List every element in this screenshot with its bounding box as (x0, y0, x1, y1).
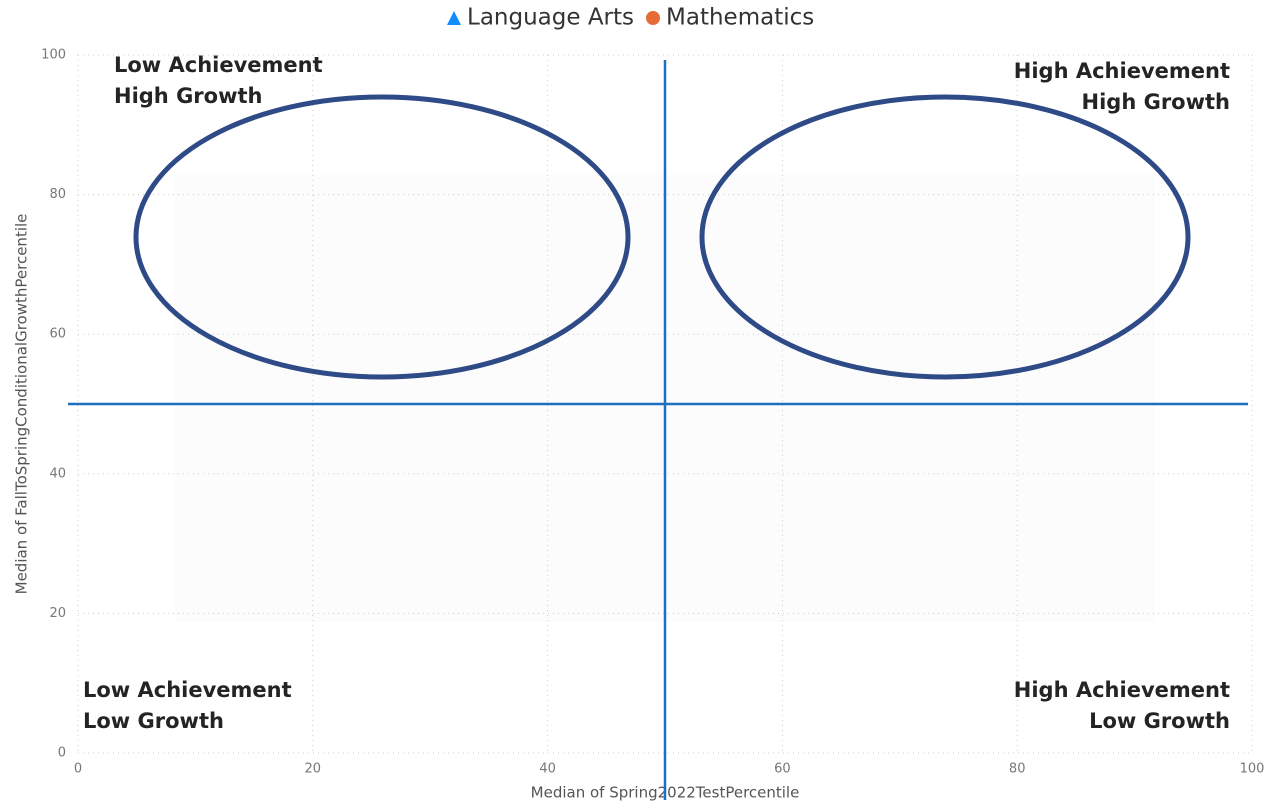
x-tick-label: 100 (1240, 762, 1265, 777)
x-tick-label: 60 (774, 762, 791, 777)
quadrant-label: Low Growth (83, 709, 224, 733)
y-tick-label: 60 (49, 327, 66, 342)
quadrant-label: High Achievement (1014, 59, 1230, 83)
y-tick-label: 40 (49, 466, 66, 481)
quadrant-label: High Achievement (1014, 678, 1230, 702)
quadrant-label: High Growth (114, 84, 262, 108)
x-tick-label: 80 (1009, 762, 1026, 777)
x-tick-label: 0 (74, 762, 82, 777)
highlight-ellipse (133, 94, 631, 380)
legend-marker (646, 11, 661, 25)
y-tick-label: 80 (49, 187, 66, 202)
quadrant-label: Low Achievement (114, 53, 323, 77)
y-axis-title: Median of FallToSpringConditionalGrowthP… (13, 214, 31, 595)
quadrant-label: Low Achievement (83, 678, 292, 702)
y-tick-label: 0 (58, 746, 66, 761)
quadrant-label: High Growth (1082, 90, 1230, 114)
y-tick-label: 100 (41, 48, 66, 63)
legend-label: Mathematics (666, 5, 814, 31)
legend-marker (447, 11, 461, 25)
highlight-ellipse (699, 94, 1191, 380)
x-tick-label: 20 (305, 762, 322, 777)
x-tick-label: 40 (539, 762, 556, 777)
legend-label: Language Arts (467, 5, 634, 31)
quadrant-label: Low Growth (1089, 709, 1230, 733)
y-tick-label: 20 (49, 606, 66, 621)
